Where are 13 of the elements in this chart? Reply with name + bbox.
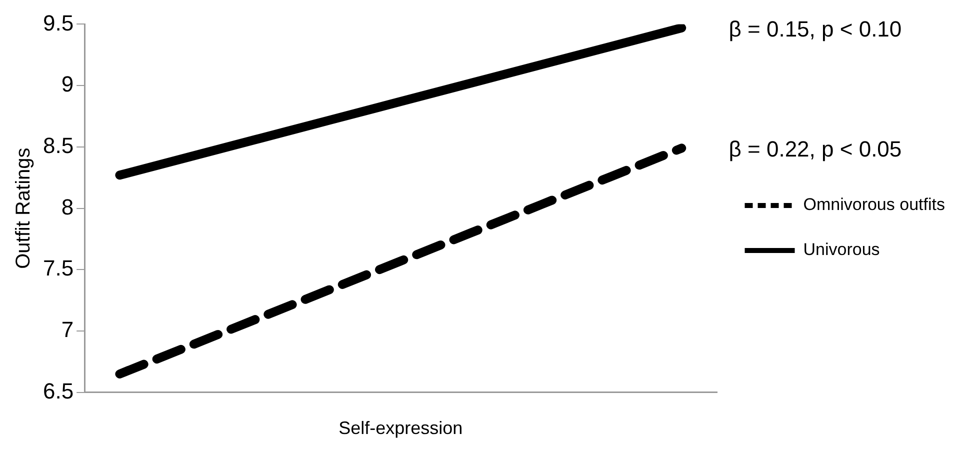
legend-label: Univorous: [803, 240, 880, 260]
text: β = 0.15, p < 0.10: [728, 16, 902, 42]
legend-label: Omnivorous outfits: [803, 195, 945, 214]
y-tick-label: 6.5: [42, 378, 74, 404]
y-tick-label: 7: [61, 317, 74, 342]
y-axis-title: Outfit Ratings: [12, 148, 35, 269]
y-tick-label: 9: [61, 72, 74, 97]
y-tick-label: 8.5: [42, 132, 74, 158]
y-tick-label: 9.5: [42, 10, 74, 36]
x-axis-title: Self-expression: [338, 418, 463, 438]
text: β = 0.22, p < 0.05: [728, 136, 902, 162]
y-tick-label: 7.5: [42, 256, 74, 281]
y-tick-label: 8: [61, 194, 74, 220]
